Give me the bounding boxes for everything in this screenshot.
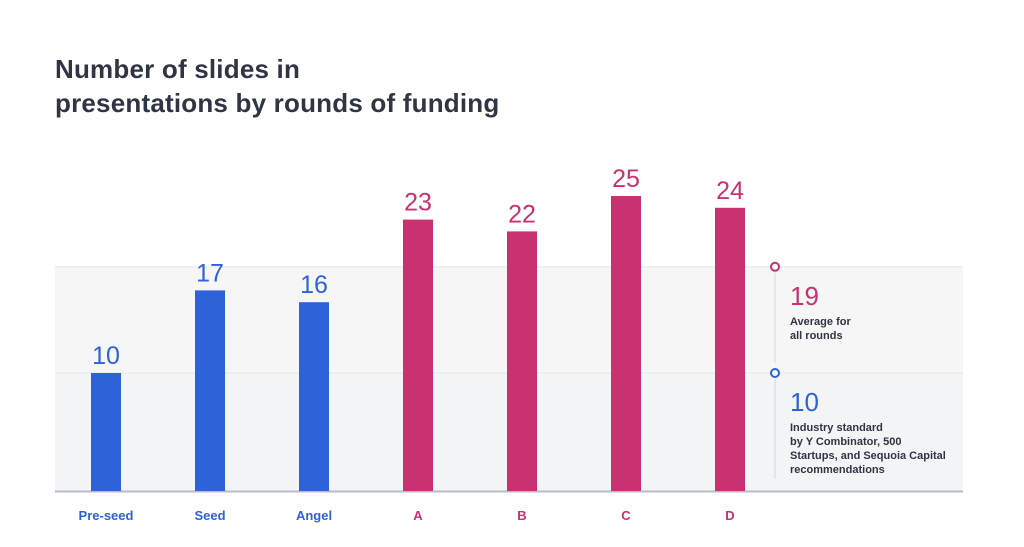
annotation-description-line: Average for: [790, 316, 851, 328]
value-label: 23: [404, 189, 432, 217]
annotation-value: 19: [790, 281, 819, 311]
bar: [195, 290, 225, 491]
annotation-description-line: Industry standard: [790, 422, 883, 434]
category-label: A: [413, 508, 423, 523]
annotation-description-line: all rounds: [790, 330, 843, 342]
category-label: C: [621, 508, 631, 523]
annotation-marker-icon: [770, 261, 780, 272]
value-label: 16: [300, 271, 328, 299]
category-label: D: [725, 508, 734, 523]
annotation-description-line: by Y Combinator, 500: [790, 436, 901, 448]
chart-title-line-1: Number of slides in: [55, 54, 301, 84]
bar: [611, 196, 641, 491]
bar: [91, 373, 121, 491]
annotation-description-line: recommendations: [790, 464, 885, 476]
value-label: 10: [92, 342, 120, 370]
annotation-marker-icon: [770, 368, 780, 378]
chart-title-line-2: presentations by rounds of funding: [55, 88, 500, 118]
value-label: 25: [612, 165, 640, 193]
annotation-description-line: Startups, and Sequoia Capital: [790, 450, 946, 462]
value-label: 22: [508, 200, 536, 228]
value-labels-group: 10 17 16 23 22 25 24: [92, 165, 744, 370]
bar: [299, 302, 329, 491]
bar: [715, 207, 745, 492]
value-label: 24: [716, 177, 744, 205]
bars-group: [91, 196, 745, 492]
bar: [507, 231, 537, 491]
category-label: Angel: [296, 508, 332, 523]
value-label: 17: [196, 259, 224, 287]
category-label: Seed: [194, 508, 225, 523]
category-label: Pre-seed: [79, 508, 134, 523]
bar: [403, 219, 433, 491]
annotation-value: 10: [790, 387, 819, 417]
chart-title: Number of slides in presentations by rou…: [55, 52, 499, 120]
annotations-group: 19 Average for all rounds 10 Industry standa…: [770, 261, 946, 479]
category-labels-group: Pre-seed Seed Angel A B C D: [79, 508, 735, 523]
category-label: B: [517, 508, 526, 523]
